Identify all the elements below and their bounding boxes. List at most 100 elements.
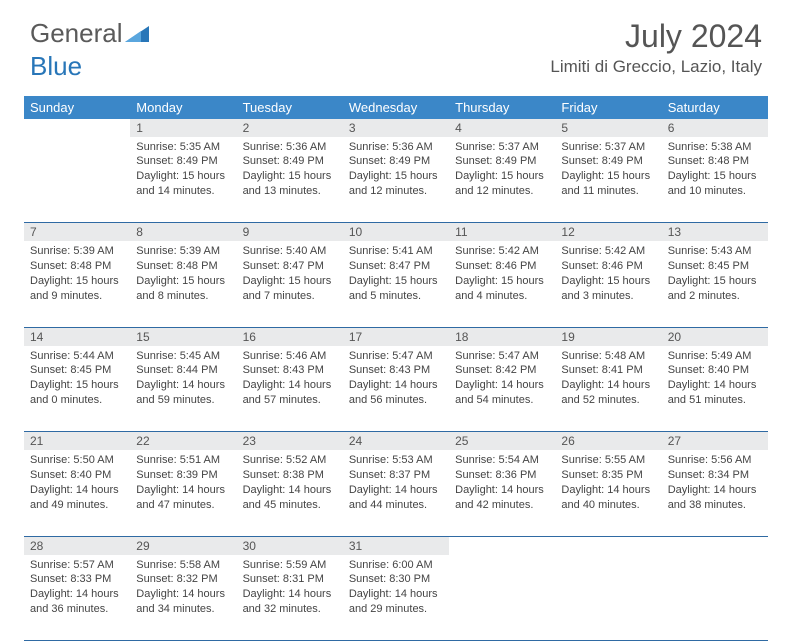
daynum-row: 78910111213 — [24, 223, 768, 242]
day-cell — [662, 555, 768, 641]
day-number: 11 — [449, 223, 555, 242]
day-cell — [555, 555, 661, 641]
sunset-text: Sunset: 8:48 PM — [136, 259, 230, 274]
weekday-header: Tuesday — [237, 96, 343, 119]
day-number: 31 — [343, 536, 449, 555]
sunset-text: Sunset: 8:41 PM — [561, 363, 655, 378]
sunset-text: Sunset: 8:48 PM — [30, 259, 124, 274]
day-cell: Sunrise: 5:39 AMSunset: 8:48 PMDaylight:… — [24, 241, 130, 327]
sunset-text: Sunset: 8:47 PM — [349, 259, 443, 274]
weekday-header: Thursday — [449, 96, 555, 119]
daylight-text: Daylight: 15 hours and 10 minutes. — [668, 169, 762, 199]
day-number: 17 — [343, 327, 449, 346]
day-cell: Sunrise: 5:53 AMSunset: 8:37 PMDaylight:… — [343, 450, 449, 536]
day-cell: Sunrise: 5:57 AMSunset: 8:33 PMDaylight:… — [24, 555, 130, 641]
sunrise-text: Sunrise: 5:46 AM — [243, 349, 337, 364]
sunset-text: Sunset: 8:37 PM — [349, 468, 443, 483]
day-number: 4 — [449, 119, 555, 137]
sunrise-text: Sunrise: 6:00 AM — [349, 558, 443, 573]
day-number: 13 — [662, 223, 768, 242]
daylight-text: Daylight: 14 hours and 45 minutes. — [243, 483, 337, 513]
sunset-text: Sunset: 8:46 PM — [455, 259, 549, 274]
day-number — [24, 119, 130, 137]
sunset-text: Sunset: 8:49 PM — [349, 154, 443, 169]
daylight-text: Daylight: 14 hours and 59 minutes. — [136, 378, 230, 408]
day-number: 26 — [555, 432, 661, 451]
day-number: 28 — [24, 536, 130, 555]
sunset-text: Sunset: 8:40 PM — [30, 468, 124, 483]
day-number: 21 — [24, 432, 130, 451]
content-row: Sunrise: 5:57 AMSunset: 8:33 PMDaylight:… — [24, 555, 768, 641]
day-cell: Sunrise: 5:36 AMSunset: 8:49 PMDaylight:… — [237, 137, 343, 223]
sunrise-text: Sunrise: 5:35 AM — [136, 140, 230, 155]
sunrise-text: Sunrise: 5:39 AM — [136, 244, 230, 259]
sunrise-text: Sunrise: 5:51 AM — [136, 453, 230, 468]
sunset-text: Sunset: 8:40 PM — [668, 363, 762, 378]
daylight-text: Daylight: 14 hours and 32 minutes. — [243, 587, 337, 617]
day-number — [449, 536, 555, 555]
daylight-text: Daylight: 14 hours and 56 minutes. — [349, 378, 443, 408]
daylight-text: Daylight: 15 hours and 11 minutes. — [561, 169, 655, 199]
weekday-header: Wednesday — [343, 96, 449, 119]
daylight-text: Daylight: 14 hours and 47 minutes. — [136, 483, 230, 513]
day-number: 18 — [449, 327, 555, 346]
content-row: Sunrise: 5:35 AMSunset: 8:49 PMDaylight:… — [24, 137, 768, 223]
day-cell: Sunrise: 5:47 AMSunset: 8:43 PMDaylight:… — [343, 346, 449, 432]
sunrise-text: Sunrise: 5:59 AM — [243, 558, 337, 573]
day-cell: Sunrise: 5:49 AMSunset: 8:40 PMDaylight:… — [662, 346, 768, 432]
sunrise-text: Sunrise: 5:55 AM — [561, 453, 655, 468]
title-block: July 2024 Limiti di Greccio, Lazio, Ital… — [550, 18, 762, 77]
sunset-text: Sunset: 8:45 PM — [30, 363, 124, 378]
sunrise-text: Sunrise: 5:42 AM — [561, 244, 655, 259]
daylight-text: Daylight: 15 hours and 7 minutes. — [243, 274, 337, 304]
daynum-row: 21222324252627 — [24, 432, 768, 451]
day-cell: Sunrise: 5:45 AMSunset: 8:44 PMDaylight:… — [130, 346, 236, 432]
day-number: 2 — [237, 119, 343, 137]
sunrise-text: Sunrise: 5:50 AM — [30, 453, 124, 468]
sunset-text: Sunset: 8:49 PM — [243, 154, 337, 169]
sunrise-text: Sunrise: 5:37 AM — [561, 140, 655, 155]
daynum-row: 14151617181920 — [24, 327, 768, 346]
weekday-header: Saturday — [662, 96, 768, 119]
day-cell: Sunrise: 5:52 AMSunset: 8:38 PMDaylight:… — [237, 450, 343, 536]
sunset-text: Sunset: 8:39 PM — [136, 468, 230, 483]
brand-part2: Blue — [30, 51, 82, 81]
daylight-text: Daylight: 15 hours and 2 minutes. — [668, 274, 762, 304]
sunset-text: Sunset: 8:43 PM — [349, 363, 443, 378]
day-number: 22 — [130, 432, 236, 451]
calendar-table: Sunday Monday Tuesday Wednesday Thursday… — [24, 96, 768, 641]
daylight-text: Daylight: 14 hours and 52 minutes. — [561, 378, 655, 408]
day-number: 14 — [24, 327, 130, 346]
sunrise-text: Sunrise: 5:41 AM — [349, 244, 443, 259]
daylight-text: Daylight: 15 hours and 0 minutes. — [30, 378, 124, 408]
day-cell: Sunrise: 5:42 AMSunset: 8:46 PMDaylight:… — [555, 241, 661, 327]
daylight-text: Daylight: 14 hours and 34 minutes. — [136, 587, 230, 617]
day-number: 5 — [555, 119, 661, 137]
day-number: 27 — [662, 432, 768, 451]
sunrise-text: Sunrise: 5:57 AM — [30, 558, 124, 573]
day-number: 3 — [343, 119, 449, 137]
sunrise-text: Sunrise: 5:42 AM — [455, 244, 549, 259]
sunset-text: Sunset: 8:45 PM — [668, 259, 762, 274]
day-cell: Sunrise: 5:47 AMSunset: 8:42 PMDaylight:… — [449, 346, 555, 432]
daynum-row: 28293031 — [24, 536, 768, 555]
sunrise-text: Sunrise: 5:48 AM — [561, 349, 655, 364]
day-cell — [449, 555, 555, 641]
daylight-text: Daylight: 15 hours and 4 minutes. — [455, 274, 549, 304]
sunset-text: Sunset: 8:48 PM — [668, 154, 762, 169]
sunset-text: Sunset: 8:49 PM — [136, 154, 230, 169]
sunrise-text: Sunrise: 5:58 AM — [136, 558, 230, 573]
logo-triangle-icon — [125, 20, 151, 51]
day-number: 25 — [449, 432, 555, 451]
day-cell: Sunrise: 5:51 AMSunset: 8:39 PMDaylight:… — [130, 450, 236, 536]
brand-text: GeneralBlue — [30, 18, 151, 82]
sunset-text: Sunset: 8:36 PM — [455, 468, 549, 483]
sunrise-text: Sunrise: 5:38 AM — [668, 140, 762, 155]
sunrise-text: Sunrise: 5:39 AM — [30, 244, 124, 259]
day-cell: Sunrise: 5:38 AMSunset: 8:48 PMDaylight:… — [662, 137, 768, 223]
sunrise-text: Sunrise: 5:47 AM — [349, 349, 443, 364]
day-number: 8 — [130, 223, 236, 242]
daylight-text: Daylight: 14 hours and 36 minutes. — [30, 587, 124, 617]
content-row: Sunrise: 5:50 AMSunset: 8:40 PM Daylight:… — [24, 450, 768, 536]
day-cell: Sunrise: 5:55 AMSunset: 8:35 PMDaylight:… — [555, 450, 661, 536]
